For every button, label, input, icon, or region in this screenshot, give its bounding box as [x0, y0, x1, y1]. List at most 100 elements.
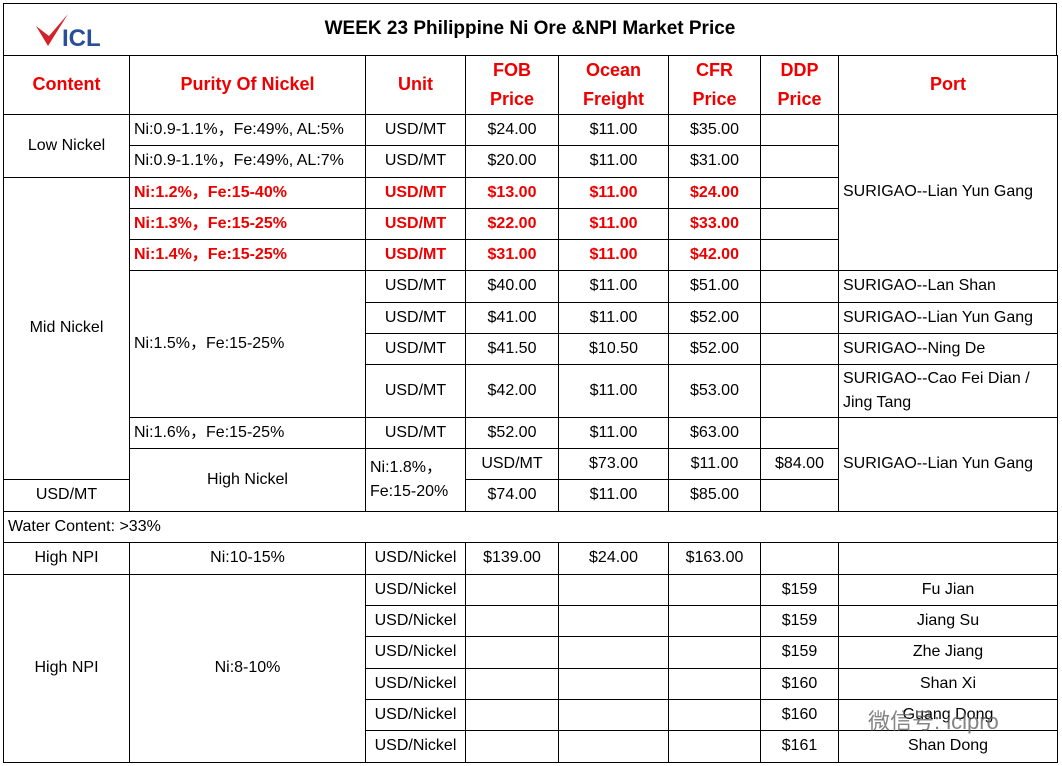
table-cell: $41.00: [465, 301, 559, 334]
table-cell: Shan Dong: [838, 729, 1058, 763]
table-cell: $11.00: [558, 144, 669, 178]
table-cell: USD/MT: [465, 447, 559, 480]
empty-cell: [558, 698, 669, 731]
table-cell: High NPI: [3, 541, 130, 575]
empty-cell: [465, 604, 559, 637]
table-row: USD/MT $74.00 $11.00 $85.00: [3, 478, 1058, 512]
empty-cell: [465, 729, 559, 763]
empty-cell: [760, 113, 839, 146]
table-cell: USD/MT: [365, 176, 466, 209]
sheet: ICL WEEK 23 Philippine Ni Ore &NPI Marke…: [3, 3, 1058, 763]
title: WEEK 23 Philippine Ni Ore &NPI Market Pr…: [324, 18, 736, 39]
table-cell: $84.00: [760, 447, 839, 480]
table-cell: USD/Nickel: [365, 698, 466, 731]
empty-cell: [760, 332, 839, 365]
empty-cell: [558, 604, 669, 637]
empty-cell: [668, 573, 761, 606]
table-cell: High NPI: [3, 573, 130, 763]
table-cell: USD/MT: [365, 416, 466, 449]
table-row: USD/Nickel $161 Shan Dong: [4, 729, 1058, 763]
table-cell: Low Nickel: [3, 113, 130, 178]
empty-cell: [760, 176, 839, 209]
table-cell: Ni:1.6%，Fe:15-25%: [129, 416, 366, 449]
table-cell: USD/Nickel: [365, 573, 466, 606]
table-cell: Ni:1.5%，Fe:15-25%: [129, 269, 366, 418]
empty-cell: [465, 667, 559, 700]
table-cell: $73.00: [558, 447, 669, 480]
empty-cell: [760, 416, 839, 449]
table-row: USD/Nickel $159 Zhe Jiang: [4, 635, 1058, 669]
table-cell: $160: [760, 667, 839, 700]
column-header: Unit: [365, 55, 466, 115]
column-header: Purity Of Nickel: [129, 55, 366, 115]
table-cell: USD/Nickel: [365, 604, 466, 637]
empty-cell: [668, 698, 761, 731]
table-cell: $42.00: [668, 238, 761, 271]
table-cell: Ni:1.4%，Fe:15-25%: [129, 238, 366, 271]
table-cell: USD/Nickel: [365, 667, 466, 700]
table-row: USD/MT $42.00 $11.00 $53.00 SURIGAO--Cao Fei…: [4, 363, 1058, 418]
table-cell: $11.00: [558, 416, 669, 449]
empty-cell: [668, 667, 761, 700]
table-cell: $52.00: [465, 416, 559, 449]
table-cell: $52.00: [668, 301, 761, 334]
table-cell: $159: [760, 635, 839, 669]
column-header: DDP Price: [760, 55, 839, 115]
table-cell: USD/MT: [3, 478, 130, 512]
table-cell: Zhe Jiang: [838, 635, 1058, 669]
empty-cell: [760, 269, 839, 303]
table-row: USD/Nickel $160 Shan Xi: [4, 667, 1058, 700]
table-cell: $11.00: [558, 363, 669, 418]
empty-cell: [838, 541, 1058, 575]
logo: ICL: [36, 14, 101, 52]
table-cell: $11.00: [558, 238, 669, 271]
table-cell: Ni:1.3%，Fe:15-25%: [129, 207, 366, 240]
table-cell: $11.00: [558, 207, 669, 240]
table-cell: $33.00: [668, 207, 761, 240]
table-cell: SURIGAO--Lan Shan: [838, 269, 1058, 303]
title-bar: ICL WEEK 23 Philippine Ni Ore &NPI Marke…: [3, 3, 1057, 55]
table-cell: USD/MT: [365, 301, 466, 334]
table-cell: $160: [760, 698, 839, 731]
table-cell: $11.00: [558, 478, 669, 512]
empty-cell: [558, 573, 669, 606]
table-row: Ni:0.9-1.1%，Fe:49%, AL:7% USD/MT $20.00 $11…: [4, 144, 1058, 178]
table-row: High NPI Ni:8-10% USD/Nickel $159 Fu Jian: [3, 573, 1058, 763]
table-cell: USD/MT: [365, 238, 466, 271]
table-cell: USD/Nickel: [365, 635, 466, 669]
table-cell: $24.00: [465, 113, 559, 146]
column-header: Port: [838, 55, 1058, 115]
empty-cell: [465, 635, 559, 669]
table-cell: USD/MT: [365, 269, 466, 303]
table-cell: Ni:1.8%，Fe:15-20%: [365, 447, 466, 512]
empty-cell: [760, 478, 839, 512]
table-cell: USD/Nickel: [365, 729, 466, 763]
empty-cell: [465, 698, 559, 731]
table-cell: USD/MT: [365, 207, 466, 240]
empty-cell: [465, 573, 559, 606]
table-cell: USD/MT: [365, 363, 466, 418]
table-cell: Ni:8-10%: [129, 573, 366, 763]
header-row: Content Purity Of Nickel Unit FOB Price Ocea…: [3, 55, 1058, 115]
table-cell: $24.00: [558, 541, 669, 575]
table-cell: High Nickel: [129, 447, 366, 512]
table-cell: $20.00: [465, 144, 559, 178]
empty-cell: [760, 144, 839, 178]
table-cell: Ni:1.2%，Fe:15-40%: [129, 176, 366, 209]
table-cell: $22.00: [465, 207, 559, 240]
table-cell: $52.00: [668, 332, 761, 365]
table-cell: $11.00: [668, 447, 761, 480]
table-cell: $74.00: [465, 478, 559, 512]
empty-cell: [760, 207, 839, 240]
empty-cell: [668, 604, 761, 637]
table-row: Ni:1.6%，Fe:15-25% USD/MT $52.00 $11.00 $63.0…: [4, 416, 1058, 512]
table-row: High NPI Ni:10-15% USD/Nickel $139.00 $24.00…: [3, 541, 1058, 575]
table-cell: SURIGAO--Lian Yun Gang: [838, 301, 1058, 334]
table-row: Water Content: >33%: [3, 510, 1058, 543]
table-cell: $163.00: [668, 541, 761, 575]
table-cell: $31.00: [465, 238, 559, 271]
table-row: Ni:1.5%，Fe:15-25% USD/MT $40.00 $11.00 $51.0…: [4, 269, 1058, 418]
table-cell: USD/MT: [365, 332, 466, 365]
empty-cell: [558, 667, 669, 700]
